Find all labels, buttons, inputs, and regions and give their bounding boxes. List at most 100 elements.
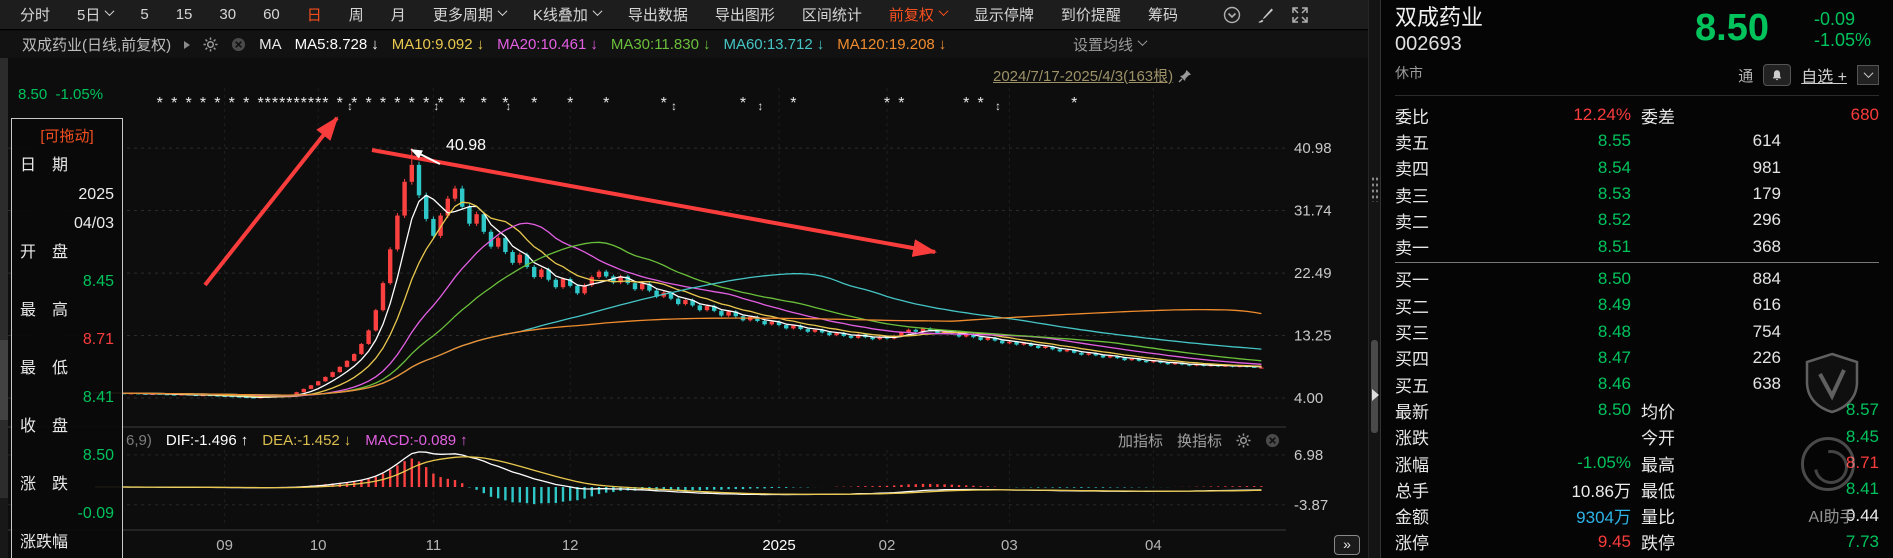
ratio-row: 委比 12.24% 委差 680 bbox=[1395, 105, 1879, 127]
svg-text:*: * bbox=[567, 95, 573, 112]
draw-brush-icon[interactable] bbox=[1257, 6, 1275, 24]
field-close-value: 8.50 bbox=[82, 447, 114, 464]
svg-text:40.98: 40.98 bbox=[446, 137, 486, 154]
watchlist-dropdown[interactable] bbox=[1857, 65, 1879, 85]
bid-row-1[interactable]: 买一 8.50 884 bbox=[1395, 268, 1781, 291]
tab-daily[interactable]: 日 bbox=[306, 7, 322, 24]
chevron-down-icon bbox=[938, 6, 949, 17]
fullscreen-expand-icon[interactable] bbox=[1291, 6, 1309, 24]
vertical-scrollbar[interactable] bbox=[1371, 340, 1378, 433]
connect-flag: 通 bbox=[1738, 67, 1754, 85]
tab-15min[interactable]: 15 bbox=[175, 6, 193, 23]
svg-text:12: 12 bbox=[562, 537, 579, 554]
gear-icon[interactable] bbox=[203, 37, 218, 52]
adjust-mode-menu[interactable]: 前复权 bbox=[889, 4, 949, 25]
svg-text:*: * bbox=[185, 95, 191, 112]
tab-30min[interactable]: 30 bbox=[219, 6, 237, 23]
close-pane-icon[interactable] bbox=[1265, 433, 1280, 448]
svg-text:10: 10 bbox=[310, 537, 327, 554]
panel-divider bbox=[1368, 0, 1380, 558]
svg-text:40.98: 40.98 bbox=[1294, 140, 1332, 157]
quote-panel: 双成药业 002693 休市 8.50 -0.09 -1.05% 通 自选 + … bbox=[1380, 0, 1893, 558]
svg-text:*: * bbox=[171, 95, 177, 112]
quote-header: 双成药业 002693 休市 8.50 -0.09 -1.05% 通 自选 + bbox=[1395, 5, 1879, 96]
tab-5min[interactable]: 5 bbox=[140, 6, 149, 23]
svg-text:↕: ↕ bbox=[995, 99, 1001, 113]
date-range-link[interactable]: 2024/7/17-2025/4/3(163根) bbox=[993, 65, 1192, 86]
svg-text:11: 11 bbox=[426, 537, 442, 554]
chart-toolbar: 分时 5日 5 15 30 60 日 周 月 更多周期 K线叠加 导出数据 导出… bbox=[0, 0, 1368, 30]
bid-row-5[interactable]: 买五 8.46 638 bbox=[1395, 374, 1781, 396]
svg-text:13.25: 13.25 bbox=[1294, 327, 1332, 344]
bid-row-2[interactable]: 买二 8.49 616 bbox=[1395, 295, 1781, 317]
kline-chart[interactable]: 40.98 31.74 22.49 13.25 4.00 6.98 -3.87 09 10 11 1… bbox=[8, 58, 1368, 558]
kline-chart-area: 40.98 31.74 22.49 13.25 4.00 6.98 -3.87 09 10 11 1… bbox=[8, 58, 1368, 558]
stat-row-pct: 涨幅 -1.05% 最高 8.71 bbox=[1395, 453, 1879, 475]
chip-dist-button[interactable]: 筹码 bbox=[1147, 7, 1178, 24]
svg-text:*: * bbox=[437, 95, 443, 112]
svg-text:*: * bbox=[977, 95, 983, 112]
svg-text:*: * bbox=[293, 95, 299, 112]
ask-row-1[interactable]: 卖一 8.51 368 bbox=[1395, 236, 1781, 259]
close-indicator-icon[interactable] bbox=[231, 37, 246, 52]
current-bar-reading: 8.50 -1.05% bbox=[18, 86, 104, 103]
tab-60min[interactable]: 60 bbox=[263, 6, 280, 23]
price-change: -0.09 -1.05% bbox=[1813, 9, 1871, 50]
svg-text:09: 09 bbox=[216, 537, 233, 554]
bid-ask-divider bbox=[1395, 261, 1879, 263]
bid-row-3[interactable]: 买三 8.48 754 bbox=[1395, 321, 1781, 344]
field-low-label: 最 低 bbox=[20, 360, 69, 377]
last-price: 8.50 bbox=[1695, 7, 1769, 49]
ma20-value: MA20:10.461 ↓ bbox=[497, 36, 598, 53]
macd-indicator-row: 6,9) DIF:-1.496 ↑ DEA:-1.452 ↓ MACD:-0.089… bbox=[126, 429, 468, 451]
macd-value: MACD:-0.089 ↑ bbox=[365, 431, 468, 449]
svg-text:*: * bbox=[214, 95, 220, 112]
history-dropdown-icon[interactable] bbox=[1223, 6, 1241, 24]
chevron-down-icon bbox=[497, 6, 508, 17]
chevron-down-icon bbox=[104, 6, 115, 17]
ask-row-2[interactable]: 卖二 8.52 296 bbox=[1395, 210, 1781, 232]
gear-icon[interactable] bbox=[1236, 432, 1251, 448]
ask-row-3[interactable]: 卖三 8.53 179 bbox=[1395, 184, 1781, 206]
svg-text:*: * bbox=[531, 95, 537, 112]
ma-group-label: MA bbox=[259, 36, 282, 53]
range-stats-button[interactable]: 区间统计 bbox=[801, 7, 862, 24]
collapse-panel-arrow[interactable] bbox=[1372, 389, 1379, 401]
draggable-data-panel[interactable]: [可拖动] 日 期 2025 04/03 开 盘 8.45 最 高 8.71 最… bbox=[11, 118, 123, 558]
svg-text:-3.87: -3.87 bbox=[1294, 497, 1328, 514]
expand-right-icon[interactable] bbox=[184, 40, 191, 49]
tab-monthly[interactable]: 月 bbox=[390, 7, 406, 24]
ma5-value: MA5:8.728 ↓ bbox=[294, 36, 379, 53]
export-image-button[interactable]: 导出图形 bbox=[714, 7, 775, 24]
field-date-label: 日 期 bbox=[20, 157, 69, 174]
show-halts-button[interactable]: 显示停牌 bbox=[973, 7, 1034, 24]
field-open-value: 8.45 bbox=[82, 273, 114, 290]
svg-text:*: * bbox=[481, 95, 487, 112]
svg-text:*: * bbox=[603, 95, 609, 112]
add-watchlist-button[interactable]: 自选 + bbox=[1801, 69, 1847, 86]
quote-table: 委比 12.24% 委差 680 卖五 8.55 614 卖四 8.54 981 卖三 8.5… bbox=[1395, 102, 1879, 555]
svg-text:*: * bbox=[459, 95, 465, 112]
price-alert-button[interactable]: 到价提醒 bbox=[1060, 7, 1121, 24]
bell-icon bbox=[1772, 69, 1782, 80]
scroll-right-button[interactable]: » bbox=[1334, 535, 1360, 555]
tab-timeline[interactable]: 分时 bbox=[20, 7, 51, 24]
ask-row-5[interactable]: 卖五 8.55 614 bbox=[1395, 131, 1781, 153]
svg-text:6.98: 6.98 bbox=[1294, 447, 1323, 464]
add-indicator-button[interactable]: 加指标 bbox=[1117, 432, 1163, 450]
kline-overlay-menu[interactable]: K线叠加 bbox=[533, 4, 603, 25]
export-data-button[interactable]: 导出数据 bbox=[627, 7, 688, 24]
svg-text:*: * bbox=[963, 95, 969, 112]
switch-indicator-button[interactable]: 换指标 bbox=[1176, 432, 1222, 450]
tab-weekly[interactable]: 周 bbox=[348, 7, 364, 24]
ask-row-4[interactable]: 卖四 8.54 981 bbox=[1395, 157, 1781, 180]
drag-handle-label[interactable]: [可拖动] bbox=[40, 128, 94, 145]
more-periods-menu[interactable]: 更多周期 bbox=[433, 4, 508, 25]
alert-bell-button[interactable] bbox=[1763, 64, 1792, 86]
ma-settings-button[interactable]: 设置均线 bbox=[1073, 34, 1148, 55]
svg-text:↕: ↕ bbox=[757, 99, 763, 113]
bid-row-4[interactable]: 买四 8.47 226 bbox=[1395, 347, 1781, 370]
drag-grip-icon[interactable] bbox=[1371, 176, 1379, 202]
tab-5day[interactable]: 5日 bbox=[77, 4, 115, 25]
left-dock-strip[interactable] bbox=[0, 58, 8, 558]
